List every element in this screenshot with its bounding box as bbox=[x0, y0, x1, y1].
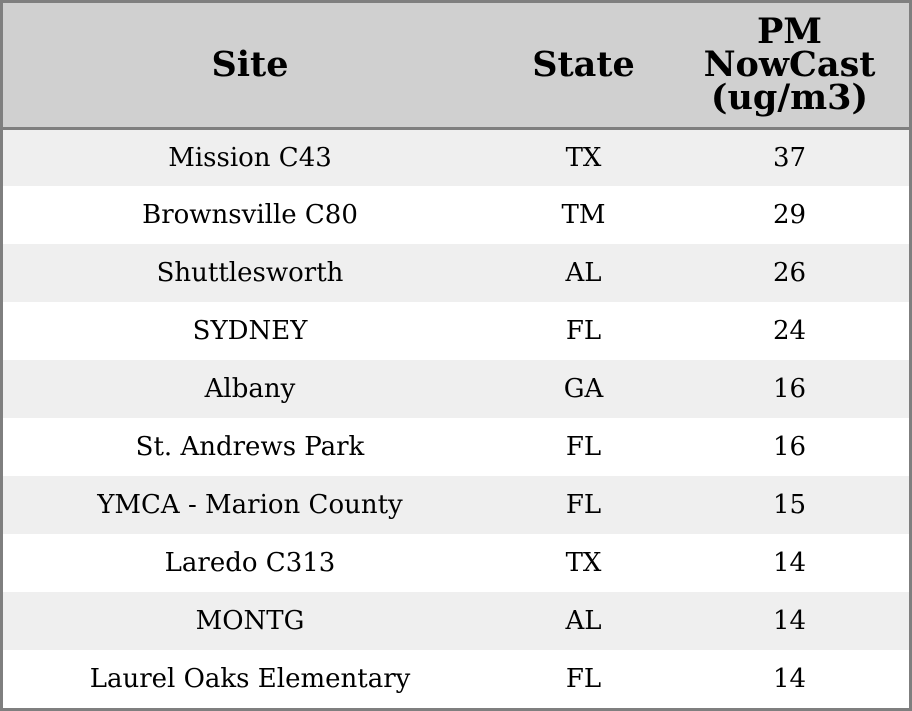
table-row: SYDNEY FL 24 bbox=[3, 302, 909, 360]
pm-value-cell: 14 bbox=[772, 664, 807, 694]
state-cell: FL bbox=[565, 432, 602, 462]
table-row: Albany GA 16 bbox=[3, 360, 909, 418]
site-cell: Shuttlesworth bbox=[156, 258, 344, 288]
pm-value-cell: 37 bbox=[772, 142, 807, 173]
state-cell: AL bbox=[565, 258, 602, 288]
table-row: Brownsville C80 TM 29 bbox=[3, 186, 909, 244]
pm-value-cell: 15 bbox=[772, 490, 807, 520]
state-cell: TX bbox=[565, 548, 602, 578]
table-row: Mission C43 TX 37 bbox=[3, 128, 909, 186]
column-header-pm-nowcast: PM NowCast (ug/m3) bbox=[670, 3, 909, 130]
table-row: MONTG AL 14 bbox=[3, 592, 909, 650]
state-cell: GA bbox=[563, 374, 604, 404]
state-cell: TM bbox=[561, 200, 606, 230]
column-header-state: State bbox=[497, 3, 670, 130]
site-cell: Mission C43 bbox=[168, 142, 332, 173]
pm-value-cell: 29 bbox=[772, 200, 807, 230]
site-cell: St. Andrews Park bbox=[135, 432, 365, 462]
column-header-pm-line-3: (ug/m3) bbox=[710, 77, 869, 119]
state-cell: AL bbox=[565, 606, 602, 636]
site-cell: SYDNEY bbox=[192, 316, 308, 346]
state-cell: FL bbox=[565, 490, 602, 520]
table-row: YMCA - Marion County FL 15 bbox=[3, 476, 909, 534]
site-cell: Brownsville C80 bbox=[142, 200, 358, 230]
pm-value-cell: 24 bbox=[772, 316, 807, 346]
pm-value-cell: 14 bbox=[772, 606, 807, 636]
table-row: St. Andrews Park FL 16 bbox=[3, 418, 909, 476]
pm-value-cell: 14 bbox=[772, 548, 807, 578]
site-cell: YMCA - Marion County bbox=[97, 490, 403, 520]
table-row: Laurel Oaks Elementary FL 14 bbox=[3, 650, 909, 708]
table-row: Laredo C313 TX 14 bbox=[3, 534, 909, 592]
state-cell: FL bbox=[565, 664, 602, 694]
site-cell: Laurel Oaks Elementary bbox=[89, 664, 411, 694]
pm-value-cell: 16 bbox=[772, 432, 807, 462]
site-cell: MONTG bbox=[195, 606, 305, 636]
pm-value-cell: 16 bbox=[772, 374, 807, 404]
table-row: Shuttlesworth AL 26 bbox=[3, 244, 909, 302]
table-header-row: Site State PM NowCast (ug/m3) bbox=[3, 3, 909, 130]
site-cell: Laredo C313 bbox=[164, 548, 336, 578]
state-cell: FL bbox=[565, 316, 602, 346]
state-cell: TX bbox=[565, 142, 602, 173]
site-cell: Albany bbox=[204, 374, 296, 404]
column-header-site: Site bbox=[3, 3, 497, 130]
column-header-pm-line-2: NowCast bbox=[703, 44, 876, 86]
pm-value-cell: 26 bbox=[772, 258, 807, 288]
column-header-pm-line-1: PM bbox=[756, 11, 823, 53]
pm-nowcast-table: Site State PM NowCast (ug/m3) Mission C4… bbox=[3, 3, 909, 708]
